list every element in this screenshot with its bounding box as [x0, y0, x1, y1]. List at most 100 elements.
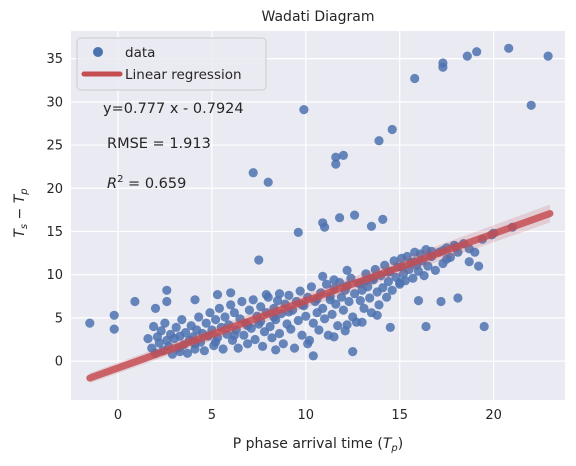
data-point [293, 227, 303, 237]
data-point [472, 47, 482, 57]
data-point [271, 345, 281, 355]
data-point [474, 261, 484, 271]
data-point [340, 326, 350, 336]
data-point [201, 318, 211, 328]
x-tick-label: 0 [114, 408, 122, 423]
y-tick-label: 10 [46, 268, 63, 283]
y-tick-label: 15 [46, 225, 63, 240]
data-point [430, 265, 440, 275]
data-point [436, 296, 446, 307]
y-tick-label: 30 [46, 95, 63, 110]
data-point [267, 333, 277, 343]
data-point [453, 293, 463, 303]
data-point [226, 300, 236, 310]
data-point [244, 305, 254, 315]
data-point [327, 309, 337, 319]
data-point [308, 318, 318, 328]
data-point [199, 346, 209, 356]
legend-marker-data [93, 47, 103, 57]
data-point [214, 303, 224, 313]
data-point [226, 288, 236, 298]
data-point [297, 330, 307, 340]
data-point [378, 283, 388, 293]
data-point [380, 260, 390, 270]
data-point [239, 330, 249, 340]
data-point [85, 318, 95, 328]
data-point [383, 277, 393, 287]
legend-label-data: data [125, 45, 155, 61]
data-point [177, 315, 187, 325]
data-point [318, 303, 328, 313]
x-axis-label: P phase arrival time (Tp) [233, 436, 403, 454]
regression-equation: y=0.777 x - 0.7924 [103, 101, 244, 117]
data-point [211, 315, 221, 325]
data-point [336, 292, 347, 302]
data-point [378, 214, 388, 224]
data-point [308, 351, 318, 361]
rmse-annotation: RMSE = 1.913 [107, 136, 211, 152]
data-point [385, 322, 395, 332]
data-point [318, 271, 328, 281]
data-point [220, 312, 230, 322]
grid-lines [71, 31, 565, 400]
data-point [149, 321, 159, 332]
data-point [265, 321, 275, 332]
data-point [350, 210, 360, 220]
data-point [382, 292, 392, 302]
data-point [248, 168, 258, 178]
data-point [331, 159, 341, 169]
data-point [274, 289, 285, 299]
x-tick-label: 15 [391, 408, 408, 423]
chart-title: Wadati Diagram [262, 9, 375, 25]
data-point [366, 308, 377, 318]
data-point [374, 300, 384, 310]
data-point [109, 324, 119, 334]
data-point [162, 285, 172, 295]
data-point [205, 308, 215, 318]
y-tick-label: 0 [55, 355, 63, 370]
y-tick-label: 25 [46, 139, 63, 154]
data-point [273, 296, 283, 306]
data-point [243, 339, 253, 349]
data-point [391, 272, 401, 282]
data-point [160, 318, 170, 328]
data-point [419, 271, 429, 281]
data-point [274, 328, 285, 339]
y-tick-label: 20 [46, 182, 63, 197]
data-point [359, 303, 369, 313]
data-point [423, 261, 433, 271]
x-tick-label: 5 [208, 408, 216, 423]
data-point [156, 326, 166, 336]
data-point [470, 247, 480, 257]
data-point [321, 279, 332, 289]
data-point [286, 324, 296, 334]
data-point [335, 213, 345, 223]
x-tick-label: 10 [298, 408, 315, 423]
data-point [323, 330, 333, 340]
data-point [304, 335, 315, 345]
legend-box [76, 37, 267, 91]
data-point [338, 150, 348, 160]
legend-label-regression: Linear regression [125, 67, 242, 83]
data-point [348, 347, 358, 357]
data-point [229, 308, 239, 318]
data-point [299, 105, 309, 115]
data-point [421, 321, 431, 332]
data-point [229, 330, 239, 340]
data-point [526, 100, 536, 110]
data-point [190, 295, 200, 305]
data-point [400, 276, 410, 286]
data-point [331, 152, 341, 162]
data-point [543, 51, 553, 61]
data-point [130, 296, 140, 307]
data-point [374, 136, 384, 146]
data-point [250, 334, 260, 345]
y-tick-label: 35 [46, 52, 63, 67]
data-point [150, 303, 161, 313]
data-point [445, 252, 455, 262]
data-point [181, 328, 191, 338]
tick-labels: 0 5 10 15 20 0 5 10 15 20 25 30 35 [46, 52, 501, 423]
data-point [258, 341, 268, 351]
data-point [171, 322, 181, 332]
